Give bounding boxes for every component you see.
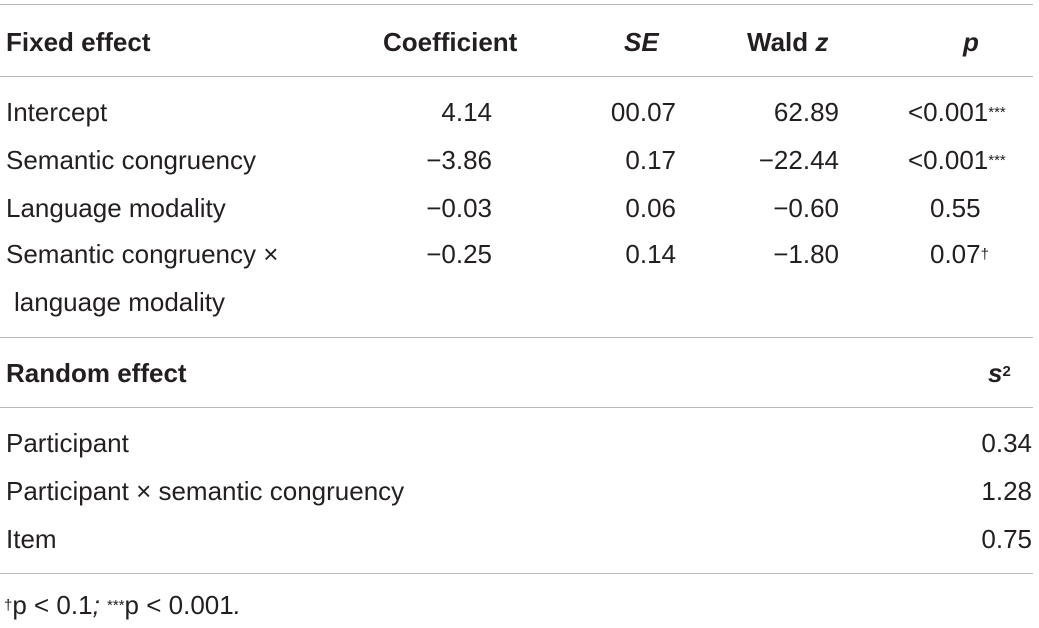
row-se: 0.14 bbox=[625, 239, 676, 269]
random-header-rule bbox=[0, 407, 1033, 408]
row-wald-z: −22.44 bbox=[758, 145, 839, 175]
random-row-label: Participant bbox=[6, 428, 129, 458]
header-se: SE bbox=[624, 27, 659, 57]
random-row-value: 0.34 bbox=[981, 428, 1032, 458]
row-wald-z: −0.60 bbox=[773, 193, 839, 223]
header-random-effect: Random effect bbox=[6, 358, 187, 388]
row-p-mark: *** bbox=[988, 104, 1006, 121]
row-label: Intercept bbox=[6, 97, 108, 127]
row-se: 00.07 bbox=[610, 97, 676, 127]
row-p: 0.55 bbox=[930, 193, 981, 223]
header-fixed-effect: Fixed effect bbox=[6, 27, 151, 57]
row-p-value: <0.001 bbox=[908, 145, 989, 175]
section-rule bbox=[0, 337, 1033, 338]
header-p: p bbox=[963, 27, 979, 57]
row-se: 0.06 bbox=[625, 193, 676, 223]
row-se: 0.17 bbox=[625, 145, 676, 175]
table-top-rule bbox=[0, 4, 1033, 5]
random-row-label: Item bbox=[6, 524, 57, 554]
row-label-continued: language modality bbox=[14, 287, 226, 317]
header-variance-sup: 2 bbox=[1002, 363, 1011, 380]
row-p-mark: † bbox=[980, 246, 989, 263]
footnote-separator: ; bbox=[92, 590, 108, 620]
header-coefficient: Coefficient bbox=[383, 27, 518, 57]
random-row-value: 0.75 bbox=[981, 524, 1032, 554]
row-label: Semantic congruency bbox=[6, 145, 257, 175]
row-label: Language modality bbox=[6, 193, 226, 223]
footnote-stars: *** bbox=[107, 597, 125, 614]
row-wald-z: 62.89 bbox=[773, 97, 839, 127]
header-wald-z: Wald z bbox=[747, 27, 828, 57]
row-coefficient: −0.25 bbox=[426, 239, 492, 269]
table-bottom-rule bbox=[0, 573, 1033, 574]
footnote-part2: p < 0.001 bbox=[124, 590, 234, 620]
row-p: <0.001*** bbox=[908, 145, 1006, 175]
row-p-mark: *** bbox=[988, 152, 1006, 169]
row-label: Semantic congruency × bbox=[6, 239, 279, 269]
row-coefficient: −0.03 bbox=[426, 193, 492, 223]
table-footnote: †p < 0.1; ***p < 0.001. bbox=[4, 590, 241, 620]
row-p-value: 0.07 bbox=[930, 239, 981, 269]
row-p-value: <0.001 bbox=[908, 97, 989, 127]
random-row-label: Participant × semantic congruency bbox=[6, 476, 405, 506]
random-row-value: 1.28 bbox=[981, 476, 1032, 506]
row-p: 0.07† bbox=[930, 239, 989, 269]
header-wald-label: Wald bbox=[747, 27, 816, 57]
header-variance: s2 bbox=[988, 358, 1011, 388]
footnote-dagger: † bbox=[4, 597, 13, 614]
footnote-end: . bbox=[233, 590, 241, 620]
row-coefficient: 4.14 bbox=[441, 97, 492, 127]
row-coefficient: −3.86 bbox=[426, 145, 492, 175]
header-rule bbox=[0, 76, 1033, 77]
header-variance-base: s bbox=[988, 358, 1003, 388]
row-wald-z: −1.80 bbox=[773, 239, 839, 269]
row-p-value: 0.55 bbox=[930, 193, 981, 223]
row-p: <0.001*** bbox=[908, 97, 1006, 127]
footnote-part1: p < 0.1 bbox=[12, 590, 93, 620]
header-wald-z-var: z bbox=[815, 27, 829, 57]
